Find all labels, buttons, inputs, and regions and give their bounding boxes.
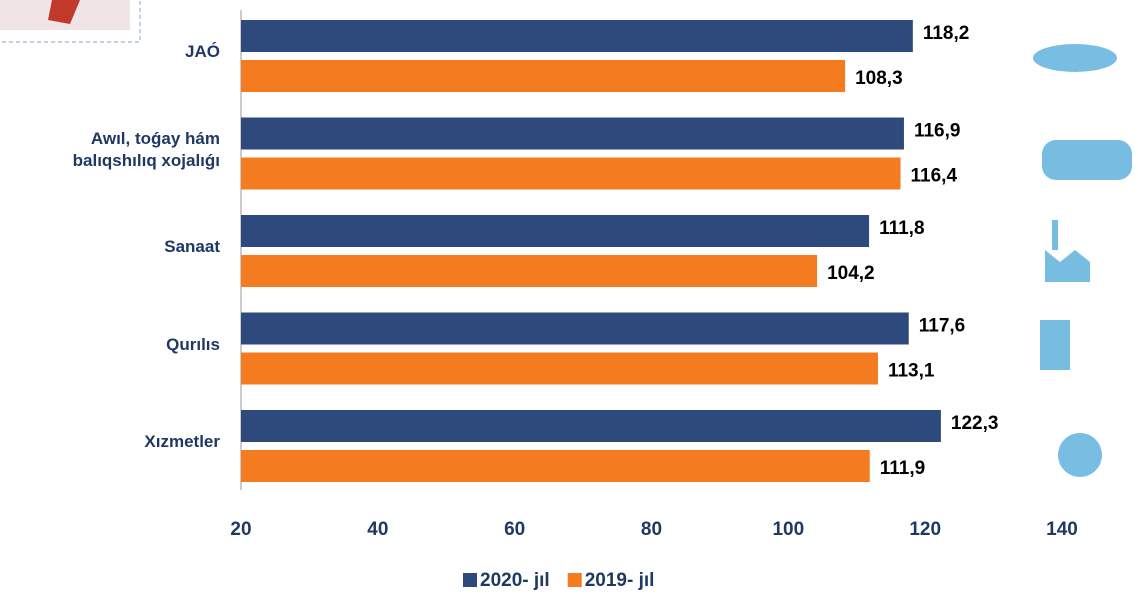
category-label: JAÓ <box>5 41 220 63</box>
bar <box>241 215 869 247</box>
category-label: Qurılıs <box>5 334 220 356</box>
chart: 20 40 60 80 100 120 140 118,2 108,3 116,9 116,4 111… <box>0 0 1138 599</box>
bar <box>241 450 870 482</box>
value-label: 111,8 <box>879 218 924 239</box>
bar <box>241 60 845 92</box>
bar <box>241 20 913 52</box>
x-tick-label: 60 <box>504 519 525 540</box>
value-label: 116,9 <box>914 121 961 142</box>
icon-economy <box>1033 44 1117 72</box>
value-label: 116,4 <box>911 166 958 187</box>
legend-swatch <box>568 573 582 587</box>
bar <box>241 353 878 385</box>
x-tick-label: 120 <box>909 519 941 540</box>
value-label: 117,6 <box>919 316 966 337</box>
x-tick-label: 140 <box>1046 519 1078 540</box>
value-label: 122,3 <box>951 413 999 434</box>
bar <box>241 158 901 190</box>
value-label: 113,1 <box>888 361 935 382</box>
legend-label: 2019- jıl <box>585 570 655 591</box>
value-label: 108,3 <box>855 68 903 89</box>
icon-agriculture <box>1042 140 1132 180</box>
x-tick-label: 80 <box>641 519 662 540</box>
chart-svg: 20 40 60 80 100 120 140 118,2 108,3 116,9 116,4 111… <box>0 0 1138 599</box>
category-label: Xızmetler <box>5 431 220 453</box>
icon-industry <box>1045 220 1090 282</box>
x-tick-label: 20 <box>230 519 251 540</box>
legend-label: 2020- jıl <box>480 570 550 591</box>
icon-services <box>1058 433 1102 477</box>
sector-icons <box>1033 44 1132 477</box>
bar <box>241 313 909 345</box>
x-tick-label: 40 <box>367 519 388 540</box>
value-label: 118,2 <box>923 23 970 44</box>
value-label: 104,2 <box>827 263 875 284</box>
category-label: Awıl, toǵay hám balıqshılıq xojalıǵı <box>5 128 220 172</box>
icon-construction <box>1040 320 1070 370</box>
value-label: 111,9 <box>880 458 925 479</box>
bar <box>241 255 817 287</box>
category-label: Sanaat <box>5 236 220 258</box>
bar <box>241 410 941 442</box>
bar <box>241 118 904 150</box>
x-tick-label: 100 <box>772 519 804 540</box>
legend-swatch <box>463 573 477 587</box>
